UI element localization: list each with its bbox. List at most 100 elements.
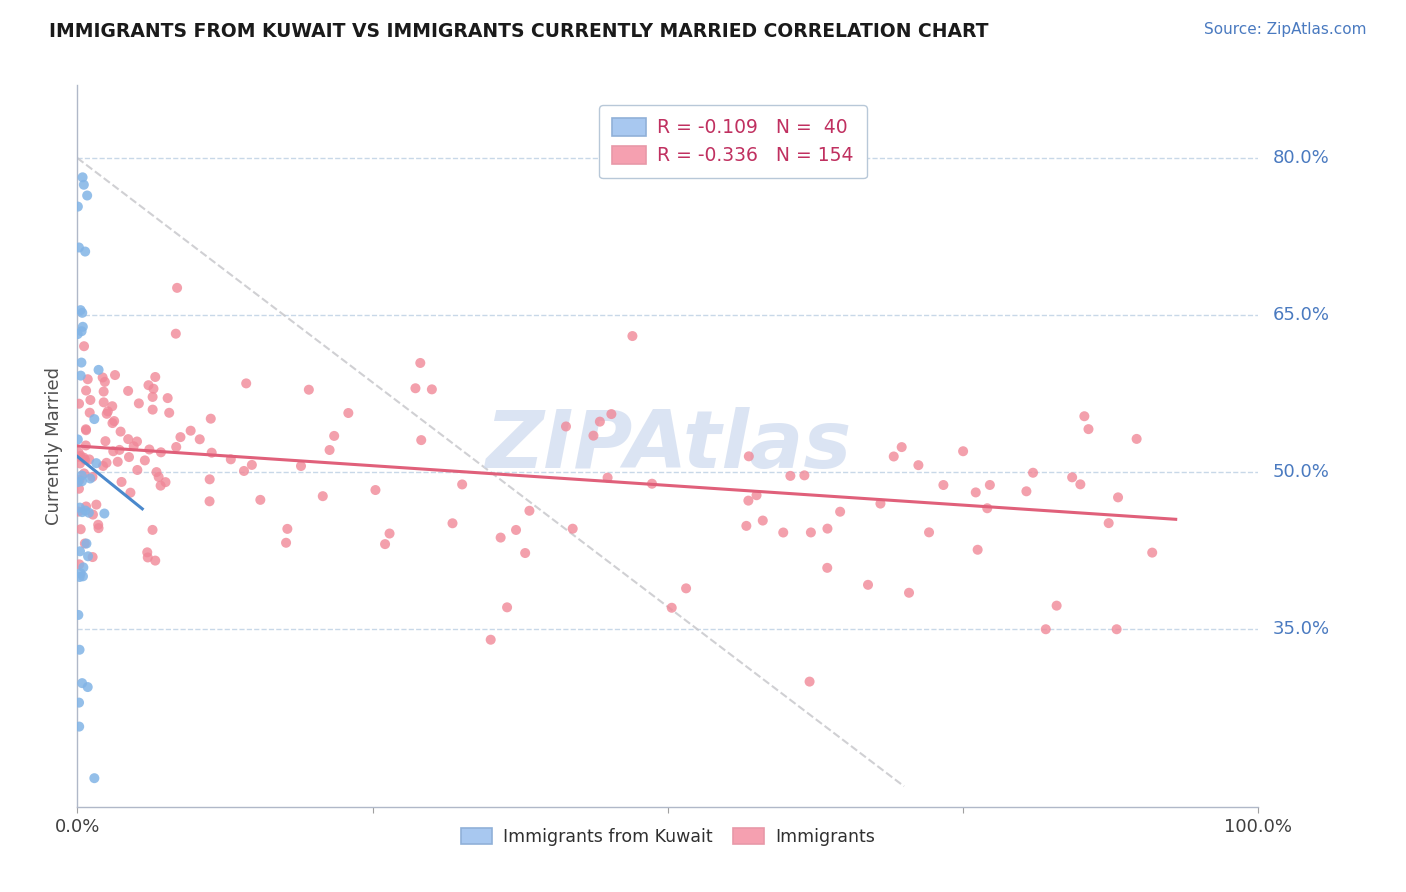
Point — [198, 472, 221, 486]
Point — [1107, 491, 1129, 505]
Point — [84, 456, 107, 470]
Point — [69, 500, 91, 515]
Point — [76, 680, 98, 694]
Point — [96, 456, 118, 470]
Point — [67, 450, 90, 464]
Point — [596, 470, 619, 484]
Point — [70, 676, 93, 690]
Point — [93, 507, 115, 521]
Point — [411, 433, 433, 447]
Point — [72, 505, 94, 519]
Point — [200, 411, 222, 425]
Point — [76, 188, 98, 202]
Point — [799, 674, 821, 689]
Point — [66, 200, 89, 214]
Point — [69, 368, 91, 383]
Point — [441, 516, 464, 531]
Point — [67, 696, 90, 710]
Point — [136, 550, 159, 565]
Point — [67, 240, 90, 254]
Point — [73, 339, 96, 353]
Point — [67, 720, 90, 734]
Point — [409, 356, 432, 370]
Point — [157, 406, 180, 420]
Point — [83, 771, 105, 785]
Point — [122, 439, 145, 453]
Point — [94, 434, 117, 449]
Text: ZIPAtlas: ZIPAtlas — [485, 407, 851, 485]
Point — [890, 440, 912, 454]
Point — [323, 429, 346, 443]
Point — [505, 523, 527, 537]
Point — [66, 327, 89, 342]
Point — [276, 522, 298, 536]
Point — [180, 424, 202, 438]
Point — [1015, 484, 1038, 499]
Point — [142, 402, 165, 417]
Point — [66, 433, 89, 447]
Point — [907, 458, 929, 472]
Point — [737, 493, 759, 508]
Point — [198, 494, 221, 508]
Point — [883, 450, 905, 464]
Point — [1077, 422, 1099, 436]
Point — [1140, 546, 1163, 560]
Point — [800, 525, 823, 540]
Point — [235, 376, 257, 391]
Point — [91, 458, 114, 473]
Point — [830, 505, 852, 519]
Text: 80.0%: 80.0% — [1272, 149, 1329, 167]
Point — [156, 391, 179, 405]
Point — [75, 536, 97, 550]
Point — [69, 566, 91, 581]
Point — [1073, 409, 1095, 424]
Point — [420, 382, 443, 396]
Point — [142, 382, 165, 396]
Point — [82, 470, 104, 484]
Point — [318, 442, 340, 457]
Point — [735, 519, 758, 533]
Point — [104, 368, 127, 382]
Point — [149, 478, 172, 492]
Point — [97, 404, 120, 418]
Point — [75, 503, 97, 517]
Point — [75, 384, 97, 398]
Point — [249, 492, 271, 507]
Point — [1035, 622, 1057, 636]
Point — [134, 453, 156, 467]
Point — [67, 505, 90, 519]
Point — [1098, 516, 1121, 530]
Text: Source: ZipAtlas.com: Source: ZipAtlas.com — [1204, 22, 1367, 37]
Point — [67, 397, 90, 411]
Point — [201, 445, 224, 459]
Point — [779, 469, 801, 483]
Point — [976, 501, 998, 516]
Point — [145, 465, 167, 479]
Point — [155, 475, 177, 489]
Point — [274, 535, 297, 549]
Text: IMMIGRANTS FROM KUWAIT VS IMMIGRANTS CURRENTLY MARRIED CORRELATION CHART: IMMIGRANTS FROM KUWAIT VS IMMIGRANTS CUR… — [49, 22, 988, 41]
Point — [149, 445, 172, 459]
Point — [75, 422, 97, 436]
Point — [118, 450, 141, 464]
Point — [489, 531, 512, 545]
Point — [73, 536, 96, 550]
Text: 65.0%: 65.0% — [1272, 306, 1329, 324]
Point — [75, 438, 97, 452]
Text: 50.0%: 50.0% — [1272, 463, 1329, 481]
Point — [69, 522, 91, 536]
Point — [589, 415, 612, 429]
Point — [793, 468, 815, 483]
Point — [110, 475, 132, 489]
Point — [555, 419, 578, 434]
Point — [1062, 470, 1084, 484]
Point — [966, 542, 988, 557]
Point — [312, 489, 335, 503]
Point — [77, 506, 100, 520]
Point — [117, 384, 139, 398]
Point — [298, 383, 321, 397]
Point — [142, 390, 165, 404]
Y-axis label: Currently Married: Currently Married — [45, 367, 63, 525]
Point — [87, 521, 110, 535]
Point — [82, 508, 104, 522]
